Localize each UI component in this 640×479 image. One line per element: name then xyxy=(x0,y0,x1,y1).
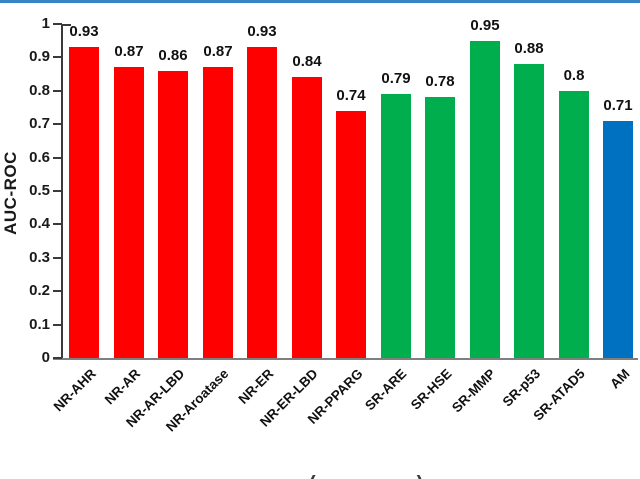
y-axis-tick-label: 0.7 xyxy=(29,115,50,133)
y-axis-tick xyxy=(53,256,62,259)
caption-close-paren: ) xyxy=(417,473,424,479)
bar-NR-AHR xyxy=(69,47,99,358)
bar-value-label: 0.79 xyxy=(381,70,411,87)
y-axis-tick-label: 0.5 xyxy=(29,182,50,199)
bar-value-label: 0.8 xyxy=(563,67,585,84)
x-category-label: NR-AHR xyxy=(50,366,99,415)
bar-value-label: 0.87 xyxy=(114,43,144,60)
y-axis-tick-label: 0.2 xyxy=(29,282,50,300)
bar-value-label: 0.71 xyxy=(603,97,633,114)
y-axis-tick-label: 1 xyxy=(41,15,50,32)
y-axis-tick xyxy=(53,190,62,192)
bar-SR-MMP xyxy=(470,41,500,358)
x-category-label: NR-ER xyxy=(235,366,277,407)
y-axis-tick-label: 0.6 xyxy=(29,148,50,166)
x-category-label: SR-p53 xyxy=(500,366,544,410)
bar-value-label: 0.84 xyxy=(292,53,322,70)
y-axis-tick xyxy=(53,23,62,25)
caption-open-paren: ( xyxy=(309,473,316,479)
bar-NR-AR-LBD xyxy=(158,71,188,358)
bar-value-label: 0.95 xyxy=(470,17,500,34)
bar-SR-HSE xyxy=(425,97,455,358)
bar-value-label: 0.88 xyxy=(514,40,544,57)
x-axis-line xyxy=(53,358,638,360)
bar-NR-PPARG xyxy=(336,111,366,358)
bar-AM xyxy=(603,121,633,358)
bar-value-label: 0.78 xyxy=(425,73,455,90)
y-axis-tick-label: 0 xyxy=(41,349,50,366)
y-axis-tick-label: 0.4 xyxy=(29,215,50,233)
bar-SR-p53 xyxy=(514,64,544,358)
y-axis-tick xyxy=(53,123,62,126)
top-border-rule xyxy=(0,0,640,3)
x-category-label: SR-HSE xyxy=(407,366,455,413)
bar-value-label: 0.93 xyxy=(69,23,99,40)
y-axis-tick xyxy=(53,89,62,92)
bar-value-label: 0.74 xyxy=(336,87,366,104)
bar-SR-ATAD5 xyxy=(559,91,589,358)
bar-NR-AR xyxy=(114,67,144,358)
y-axis-tick xyxy=(53,357,62,359)
y-axis-tick-label: 0.1 xyxy=(29,315,50,333)
bar-SR-ARE xyxy=(381,94,411,358)
bar-value-label: 0.86 xyxy=(158,47,188,64)
y-axis-line xyxy=(61,24,63,360)
y-axis-tick xyxy=(53,223,62,226)
y-axis-tick xyxy=(53,56,62,59)
bar-value-label: 0.93 xyxy=(247,23,277,40)
y-axis-top-tick xyxy=(62,24,71,26)
y-axis-tick-label: 0.8 xyxy=(29,81,50,99)
y-axis-tick xyxy=(53,323,62,326)
x-category-label: AM xyxy=(607,366,633,392)
bar-NR-ER xyxy=(247,47,277,358)
x-category-label: NR-AR xyxy=(101,366,143,408)
y-axis-tick-label: 0.9 xyxy=(29,48,50,66)
bar-value-label: 0.87 xyxy=(203,43,233,60)
bar-NR-Aroatase xyxy=(203,67,233,358)
y-axis-tick xyxy=(53,290,62,293)
caption-fragment-cropped: () xyxy=(309,473,423,479)
x-category-label: SR-ARE xyxy=(362,366,410,414)
x-category-label: SR-MMP xyxy=(449,366,499,416)
bar-NR-ER-LBD xyxy=(292,77,322,358)
y-axis-tick xyxy=(53,156,62,159)
y-axis-tick-label: 0.3 xyxy=(29,248,50,266)
